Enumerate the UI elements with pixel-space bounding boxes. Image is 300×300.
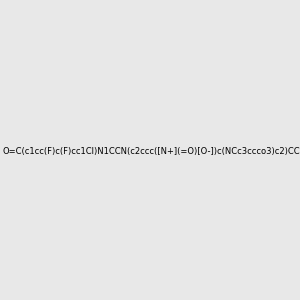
Text: O=C(c1cc(F)c(F)cc1Cl)N1CCN(c2ccc([N+](=O)[O-])c(NCc3ccco3)c2)CC1: O=C(c1cc(F)c(F)cc1Cl)N1CCN(c2ccc([N+](=O…	[2, 147, 300, 156]
